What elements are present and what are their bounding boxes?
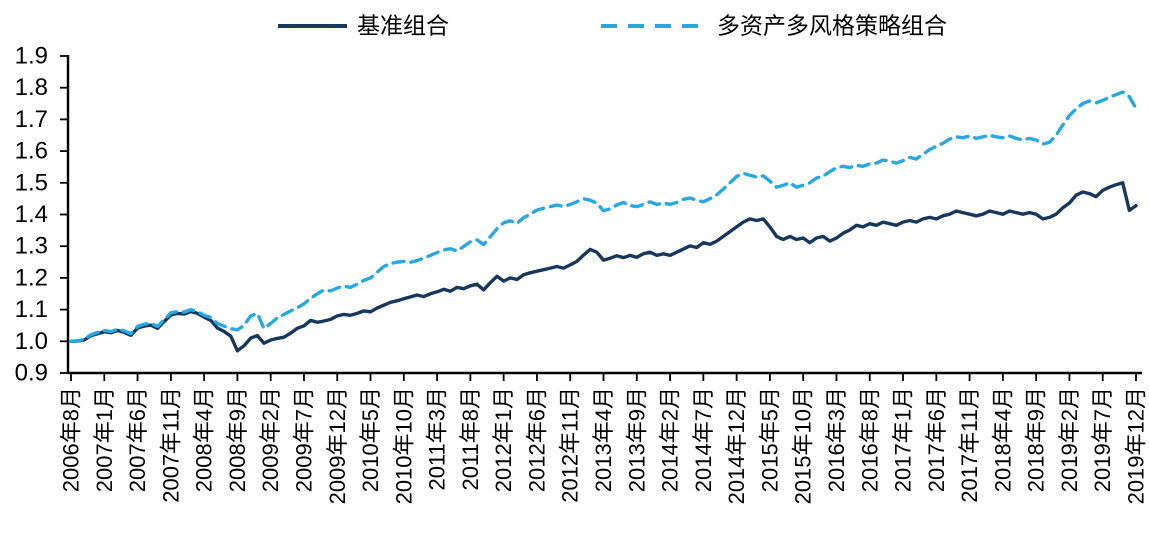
y-axis-tick-label: 1.6 bbox=[15, 138, 48, 165]
x-axis-tick-label: 2014年7月 bbox=[691, 387, 716, 492]
x-axis-tick-label: 2010年5月 bbox=[358, 387, 383, 492]
x-axis-tick-label: 2018年4月 bbox=[990, 387, 1015, 492]
x-axis-tick-label: 2016年8月 bbox=[857, 387, 882, 492]
y-axis-tick-label: 1.7 bbox=[15, 106, 48, 133]
x-axis-tick-label: 2007年6月 bbox=[125, 387, 150, 492]
y-axis-tick-label: 1.9 bbox=[15, 43, 48, 70]
series-line-1[interactable] bbox=[69, 90, 1138, 343]
x-axis-tick-label: 2015年5月 bbox=[757, 387, 782, 492]
x-axis-tick-label: 2017年6月 bbox=[924, 387, 949, 492]
y-axis-tick-label: 1.4 bbox=[15, 201, 48, 228]
x-axis-tick-label: 2007年1月 bbox=[92, 387, 117, 492]
x-axis-tick-label: 2012年6月 bbox=[524, 387, 549, 492]
legend-label-strategy[interactable]: 多资产多风格策略组合 bbox=[717, 14, 947, 39]
x-axis-tick-label: 2013年4月 bbox=[591, 387, 616, 492]
x-axis-tick-label: 2013年9月 bbox=[624, 387, 649, 492]
x-axis-tick-label: 2014年2月 bbox=[658, 387, 683, 492]
x-axis-tick-label: 2019年2月 bbox=[1057, 387, 1082, 492]
x-axis-tick-label: 2009年12月 bbox=[325, 387, 350, 504]
y-axis-tick-label: 1.5 bbox=[15, 169, 48, 196]
plot-area: 0.9 1.0 1.1 1.2 1.3 1.4 1.5 1.6 1.7 1.8 1.9 2006年8月… bbox=[15, 43, 1149, 505]
x-axis-tick-label: 2017年11月 bbox=[957, 387, 982, 503]
x-axis-tick-label: 2016年3月 bbox=[824, 387, 849, 492]
x-axis-tick-label: 2019年12月 bbox=[1124, 387, 1149, 504]
x-axis-tick-label: 2009年7月 bbox=[292, 387, 317, 492]
y-axis-tick-label: 0.9 bbox=[15, 360, 48, 387]
x-axis-tick-label: 2012年1月 bbox=[491, 387, 516, 492]
x-axis-tick-label: 2011年3月 bbox=[425, 387, 450, 491]
x-axis-tick-label: 2017年1月 bbox=[891, 387, 916, 492]
x-axis-tick-label: 2007年11月 bbox=[158, 387, 183, 503]
x-axis-tick-label: 2015年10月 bbox=[791, 387, 816, 504]
x-axis-tick-label: 2011年8月 bbox=[458, 387, 483, 491]
series-line-0[interactable] bbox=[69, 181, 1138, 353]
x-axis-tick-label: 2019年7月 bbox=[1090, 387, 1115, 492]
x-axis-tick-label: 2008年4月 bbox=[192, 387, 217, 492]
y-axis-tick-label: 1.2 bbox=[15, 264, 48, 291]
x-axis-tick-label: 2006年8月 bbox=[59, 387, 84, 492]
y-axis-tick-label: 1.1 bbox=[15, 296, 48, 323]
x-axis-tick-label: 2010年10月 bbox=[391, 387, 416, 504]
x-axis-tick-label: 2008年9月 bbox=[225, 387, 250, 492]
y-axis-tick-label: 1.0 bbox=[15, 328, 48, 355]
x-axis-tick-label: 2012年11月 bbox=[558, 387, 583, 503]
y-axis-tick-label: 1.8 bbox=[15, 74, 48, 101]
x-axis-tick-label: 2009年2月 bbox=[258, 387, 283, 492]
y-axis-tick-label: 1.3 bbox=[15, 233, 48, 260]
legend-label-benchmark[interactable]: 基准组合 bbox=[357, 14, 449, 39]
x-axis-tick-label: 2014年12月 bbox=[724, 387, 749, 504]
chart-legend: 基准组合 多资产多风格策略组合 bbox=[278, 14, 947, 39]
x-axis-tick-label: 2018年9月 bbox=[1024, 387, 1049, 492]
